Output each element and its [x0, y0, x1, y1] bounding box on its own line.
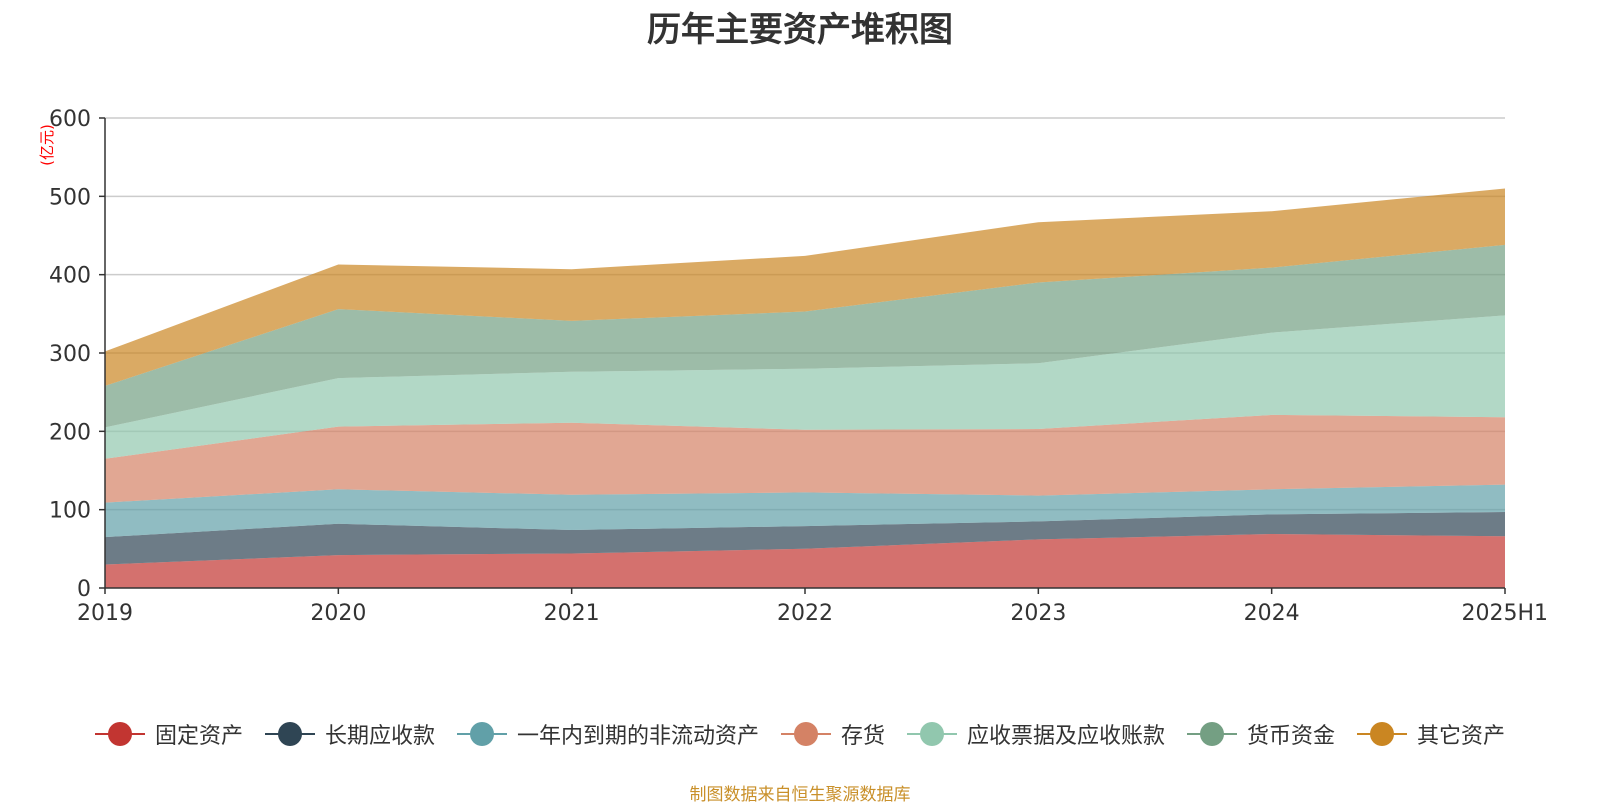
area-layers: [105, 188, 1505, 588]
legend-marker-icon: [94, 722, 145, 746]
x-tick-label: 2020: [310, 601, 366, 626]
legend-label: 其它资产: [1417, 724, 1506, 749]
area-series-4: [105, 315, 1505, 459]
legend-item-0[interactable]: 固定资产: [94, 718, 243, 750]
legend-label: 固定资产: [154, 724, 243, 749]
legend-marker-icon: [780, 722, 831, 746]
x-tick-label: 2024: [1244, 601, 1300, 626]
x-tick-label: 2019: [77, 601, 133, 626]
y-tick-label: 200: [49, 420, 91, 445]
legend-item-5[interactable]: 货币资金: [1187, 718, 1335, 750]
area-series-0: [105, 534, 1505, 588]
legend-label: 一年内到期的非流动资产: [516, 724, 759, 749]
data-source-note: 制图数据来自恒生聚源数据库: [689, 785, 911, 805]
legend-marker-icon: [1187, 722, 1238, 746]
y-tick-label: 300: [49, 342, 91, 367]
y-tick-labels: 0 100 200 300 400 500 600: [49, 107, 91, 602]
x-tick-label: 2025H1: [1461, 601, 1548, 626]
stacked-area-chart: 0 100 200 300 400 500 600 2019 2020 2021 2022 2023…: [38, 107, 1548, 626]
legend-item-6[interactable]: 其它资产: [1357, 718, 1505, 750]
x-tick-labels: 2019 2020 2021 2022 2023 2024 2025H1: [77, 601, 1548, 626]
area-series-1: [105, 512, 1505, 565]
legend-label: 长期应收款: [324, 724, 435, 749]
y-tick-label: 100: [49, 499, 91, 524]
area-series-2: [105, 484, 1505, 538]
area-series-6: [105, 188, 1505, 386]
x-tick-label: 2021: [544, 601, 600, 626]
legend-item-1[interactable]: 长期应收款: [264, 718, 435, 750]
y-tick-label: 500: [49, 185, 91, 210]
legend-marker-icon: [907, 722, 957, 746]
x-tick-label: 2022: [777, 601, 833, 626]
area-series-5: [105, 244, 1505, 428]
legend-item-3[interactable]: 存货: [780, 718, 885, 750]
axes: [99, 117, 1506, 594]
legend: 固定资产 长期应收款 一年内到期的非流动资产 存货 应收票据及应收账款 货币资金 其它资产: [0, 718, 1600, 750]
legend-label: 货币资金: [1247, 724, 1336, 749]
x-tick-label: 2023: [1010, 601, 1066, 626]
legend-item-2[interactable]: 一年内到期的非流动资产: [456, 718, 759, 750]
legend-marker-icon: [264, 722, 315, 746]
legend-label: 存货: [840, 724, 885, 749]
chart-title: 历年主要资产堆积图: [647, 10, 953, 50]
area-series-3: [105, 414, 1505, 503]
y-tick-label: 400: [49, 264, 91, 289]
legend-label: 应收票据及应收账款: [967, 724, 1166, 749]
legend-item-4[interactable]: 应收票据及应收账款: [907, 718, 1165, 750]
legend-marker-icon: [1357, 722, 1408, 746]
y-tick-label: 600: [49, 107, 91, 132]
legend-marker-icon: [456, 722, 507, 746]
y-axis-unit-label: (亿元): [38, 124, 56, 166]
y-tick-label: 0: [77, 577, 91, 602]
